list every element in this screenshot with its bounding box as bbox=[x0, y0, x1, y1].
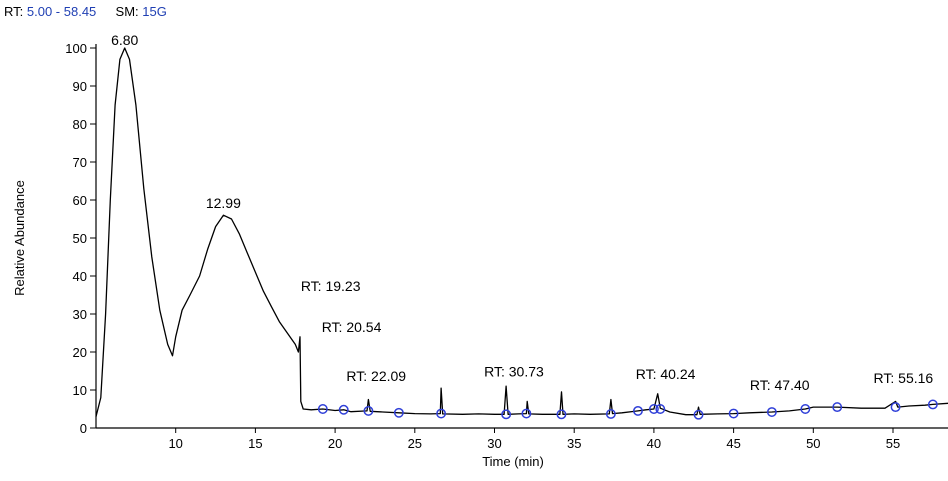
peak-marker bbox=[766, 407, 777, 417]
peak-annotation: 6.80 bbox=[111, 32, 138, 48]
annotation-layer: 6.80 12.99 RT: 19.23 RT: 20.54 RT: 22.09 RT: … bbox=[111, 32, 933, 393]
peak-marker bbox=[605, 408, 616, 419]
x-tick-label: 45 bbox=[726, 436, 740, 451]
x-tick-label: 40 bbox=[647, 436, 661, 451]
y-tick-label: 20 bbox=[73, 345, 87, 360]
x-tick-label: 50 bbox=[806, 436, 820, 451]
peak-annotation: RT: 30.73 bbox=[484, 363, 544, 379]
series-line-0 bbox=[95, 47, 948, 417]
peak-annotation: 12.99 bbox=[206, 195, 241, 211]
y-tick-label: 50 bbox=[73, 231, 87, 246]
peak-marker bbox=[927, 399, 938, 410]
y-tick-label: 90 bbox=[73, 79, 87, 94]
y-tick-label: 70 bbox=[73, 155, 87, 170]
rt-range-value: 5.00 - 58.45 bbox=[26, 4, 97, 19]
peak-marker bbox=[728, 408, 739, 419]
y-tick-label: 80 bbox=[73, 117, 87, 132]
peak-marker bbox=[521, 408, 532, 419]
peak-marker bbox=[648, 404, 659, 414]
peak-annotation: RT: 55.16 bbox=[874, 370, 934, 386]
x-tick-label: 15 bbox=[248, 436, 262, 451]
x-tick-label: 55 bbox=[886, 436, 900, 451]
y-tick-label: 100 bbox=[65, 41, 87, 56]
y-tick-label: 10 bbox=[73, 383, 87, 398]
peak-marker bbox=[633, 405, 643, 416]
x-tick-label: 35 bbox=[567, 436, 581, 451]
peak-annotation: RT: 40.24 bbox=[636, 366, 696, 382]
x-tick-label: 30 bbox=[487, 436, 501, 451]
y-tick-label: 30 bbox=[73, 307, 87, 322]
peak-marker bbox=[800, 404, 811, 414]
peak-marker bbox=[317, 404, 328, 414]
peak-marker bbox=[890, 402, 901, 413]
chart-axes: 0 10 20 30 40 50 60 70 80 90 100 10 15 20 25 30 35 40 45 50… bbox=[65, 41, 948, 451]
y-tick-label: 40 bbox=[73, 269, 87, 284]
x-axis-title: Time (min) bbox=[482, 454, 544, 469]
chart-header: RT: 5.00 - 58.45 SM: 15G bbox=[4, 4, 167, 19]
peak-marker bbox=[556, 409, 567, 420]
x-tick-label: 10 bbox=[168, 436, 182, 451]
peak-marker bbox=[655, 404, 666, 414]
trace-layer bbox=[95, 47, 948, 417]
rt-range-key: RT: bbox=[4, 4, 24, 19]
peak-marker bbox=[393, 407, 404, 418]
peak-marker bbox=[363, 405, 374, 416]
y-axis-title: Relative Abundance bbox=[12, 180, 27, 296]
peak-marker bbox=[338, 404, 349, 415]
peak-marker bbox=[436, 408, 447, 419]
x-tick-label: 20 bbox=[328, 436, 342, 451]
peak-marker bbox=[501, 409, 512, 420]
sm-key: SM: bbox=[115, 4, 139, 19]
marker-layer bbox=[317, 399, 938, 420]
x-tick-label: 25 bbox=[408, 436, 422, 451]
peak-marker bbox=[693, 409, 704, 420]
peak-annotation: RT: 19.23 bbox=[301, 278, 361, 294]
peak-annotation: RT: 22.09 bbox=[346, 368, 406, 384]
peak-marker bbox=[832, 402, 843, 413]
y-tick-label: 0 bbox=[80, 421, 87, 436]
peak-annotation: RT: 20.54 bbox=[322, 319, 382, 335]
sm-value: 15G bbox=[142, 4, 167, 19]
y-tick-label: 60 bbox=[73, 193, 87, 208]
peak-annotation: RT: 47.40 bbox=[750, 377, 810, 393]
